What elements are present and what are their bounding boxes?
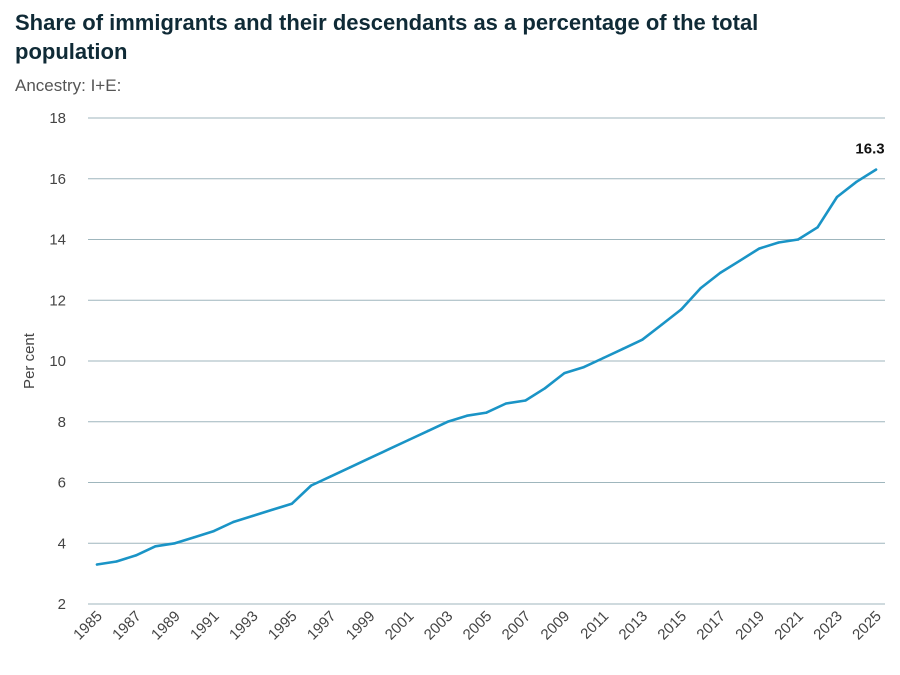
data-point-2018	[738, 259, 741, 262]
data-point-2014	[660, 323, 663, 326]
x-tick-label: 2003	[421, 608, 457, 644]
data-point-2016	[699, 286, 702, 290]
chart-subtitle: Ancestry: I+E:	[15, 76, 122, 95]
y-tick-label: 18	[49, 110, 66, 127]
gridlines	[88, 117, 885, 605]
data-point-2015	[680, 308, 683, 311]
x-tick-label: 1985	[70, 608, 106, 644]
data-point-2024	[855, 180, 858, 183]
data-point-2022	[816, 226, 819, 229]
x-tick-label: 1995	[265, 608, 301, 644]
data-point-1997	[329, 475, 332, 478]
x-tick-label: 2001	[382, 608, 418, 644]
data-point-2021	[796, 238, 800, 241]
data-point-1994	[271, 508, 274, 512]
data-point-2023	[835, 195, 839, 199]
data-point-1993	[251, 514, 254, 518]
data-point-2012	[621, 347, 625, 351]
y-tick-label: 6	[58, 475, 66, 492]
data-point-2025	[874, 168, 878, 171]
data-point-1995	[290, 502, 293, 505]
y-tick-label: 2	[58, 596, 66, 613]
x-tick-label: 2015	[654, 608, 690, 644]
data-point-2009	[563, 371, 566, 375]
data-point-2000	[387, 447, 391, 451]
data-point-2010	[582, 365, 586, 369]
data-points	[95, 168, 878, 566]
data-point-2008	[543, 387, 547, 390]
x-tick-label: 2005	[460, 608, 496, 644]
chart-title: Share of immigrants and their descendant…	[15, 10, 759, 64]
data-point-2019	[757, 247, 761, 250]
x-tick-label: 2021	[771, 608, 807, 644]
x-tick-label: 1987	[109, 608, 145, 644]
data-point-2005	[485, 411, 488, 414]
y-tick-label: 16	[49, 171, 66, 188]
data-point-2017	[719, 271, 722, 275]
data-point-1991	[212, 529, 216, 533]
x-tick-label: 2017	[693, 608, 729, 644]
data-point-2020	[777, 241, 780, 244]
data-point-1988	[154, 545, 157, 548]
y-tick-label: 10	[49, 353, 66, 370]
data-point-1998	[348, 466, 352, 469]
y-axis-title: Per cent	[21, 332, 38, 389]
data-point-1989	[173, 542, 177, 545]
data-point-1996	[310, 484, 313, 487]
x-tick-label: 1993	[226, 608, 262, 644]
data-labels: 16.3	[855, 141, 884, 158]
data-point-1985	[95, 563, 99, 566]
data-point-1999	[368, 457, 371, 460]
x-axis-ticks: 1985 1987 1989 1991 1993 1995 1997 1999 2001 2003…	[70, 608, 885, 644]
data-point-2004	[465, 414, 469, 417]
x-tick-label: 2013	[616, 608, 652, 644]
data-point-1987	[134, 554, 138, 557]
x-tick-label: 1999	[343, 608, 379, 644]
x-tick-label: 2011	[577, 608, 612, 643]
data-point-1992	[232, 520, 235, 524]
data-point-2006	[504, 402, 508, 405]
y-tick-label: 4	[58, 535, 66, 552]
data-label-2025: 16.3	[855, 141, 884, 158]
y-axis-ticks: 2 4 6 8 10 12 14 16 18	[49, 110, 66, 613]
data-point-2013	[641, 338, 644, 341]
data-point-2001	[407, 438, 410, 442]
data-point-1986	[115, 560, 118, 563]
data-point-2011	[602, 356, 605, 360]
x-tick-label: 2019	[732, 608, 768, 644]
data-point-1990	[193, 535, 196, 539]
x-tick-label: 2007	[499, 608, 535, 644]
data-point-2002	[426, 429, 430, 433]
x-tick-label: 2025	[849, 608, 885, 644]
data-point-2007	[524, 399, 527, 402]
y-tick-label: 12	[49, 292, 66, 309]
y-tick-label: 8	[58, 414, 66, 431]
x-tick-label: 2023	[810, 608, 846, 644]
series-line	[95, 168, 878, 566]
x-tick-label: 1989	[148, 608, 184, 644]
x-tick-label: 1991	[187, 608, 223, 644]
data-point-2003	[446, 420, 449, 423]
y-tick-label: 14	[49, 232, 66, 249]
x-tick-label: 2009	[538, 608, 574, 644]
x-tick-label: 1997	[304, 608, 340, 644]
